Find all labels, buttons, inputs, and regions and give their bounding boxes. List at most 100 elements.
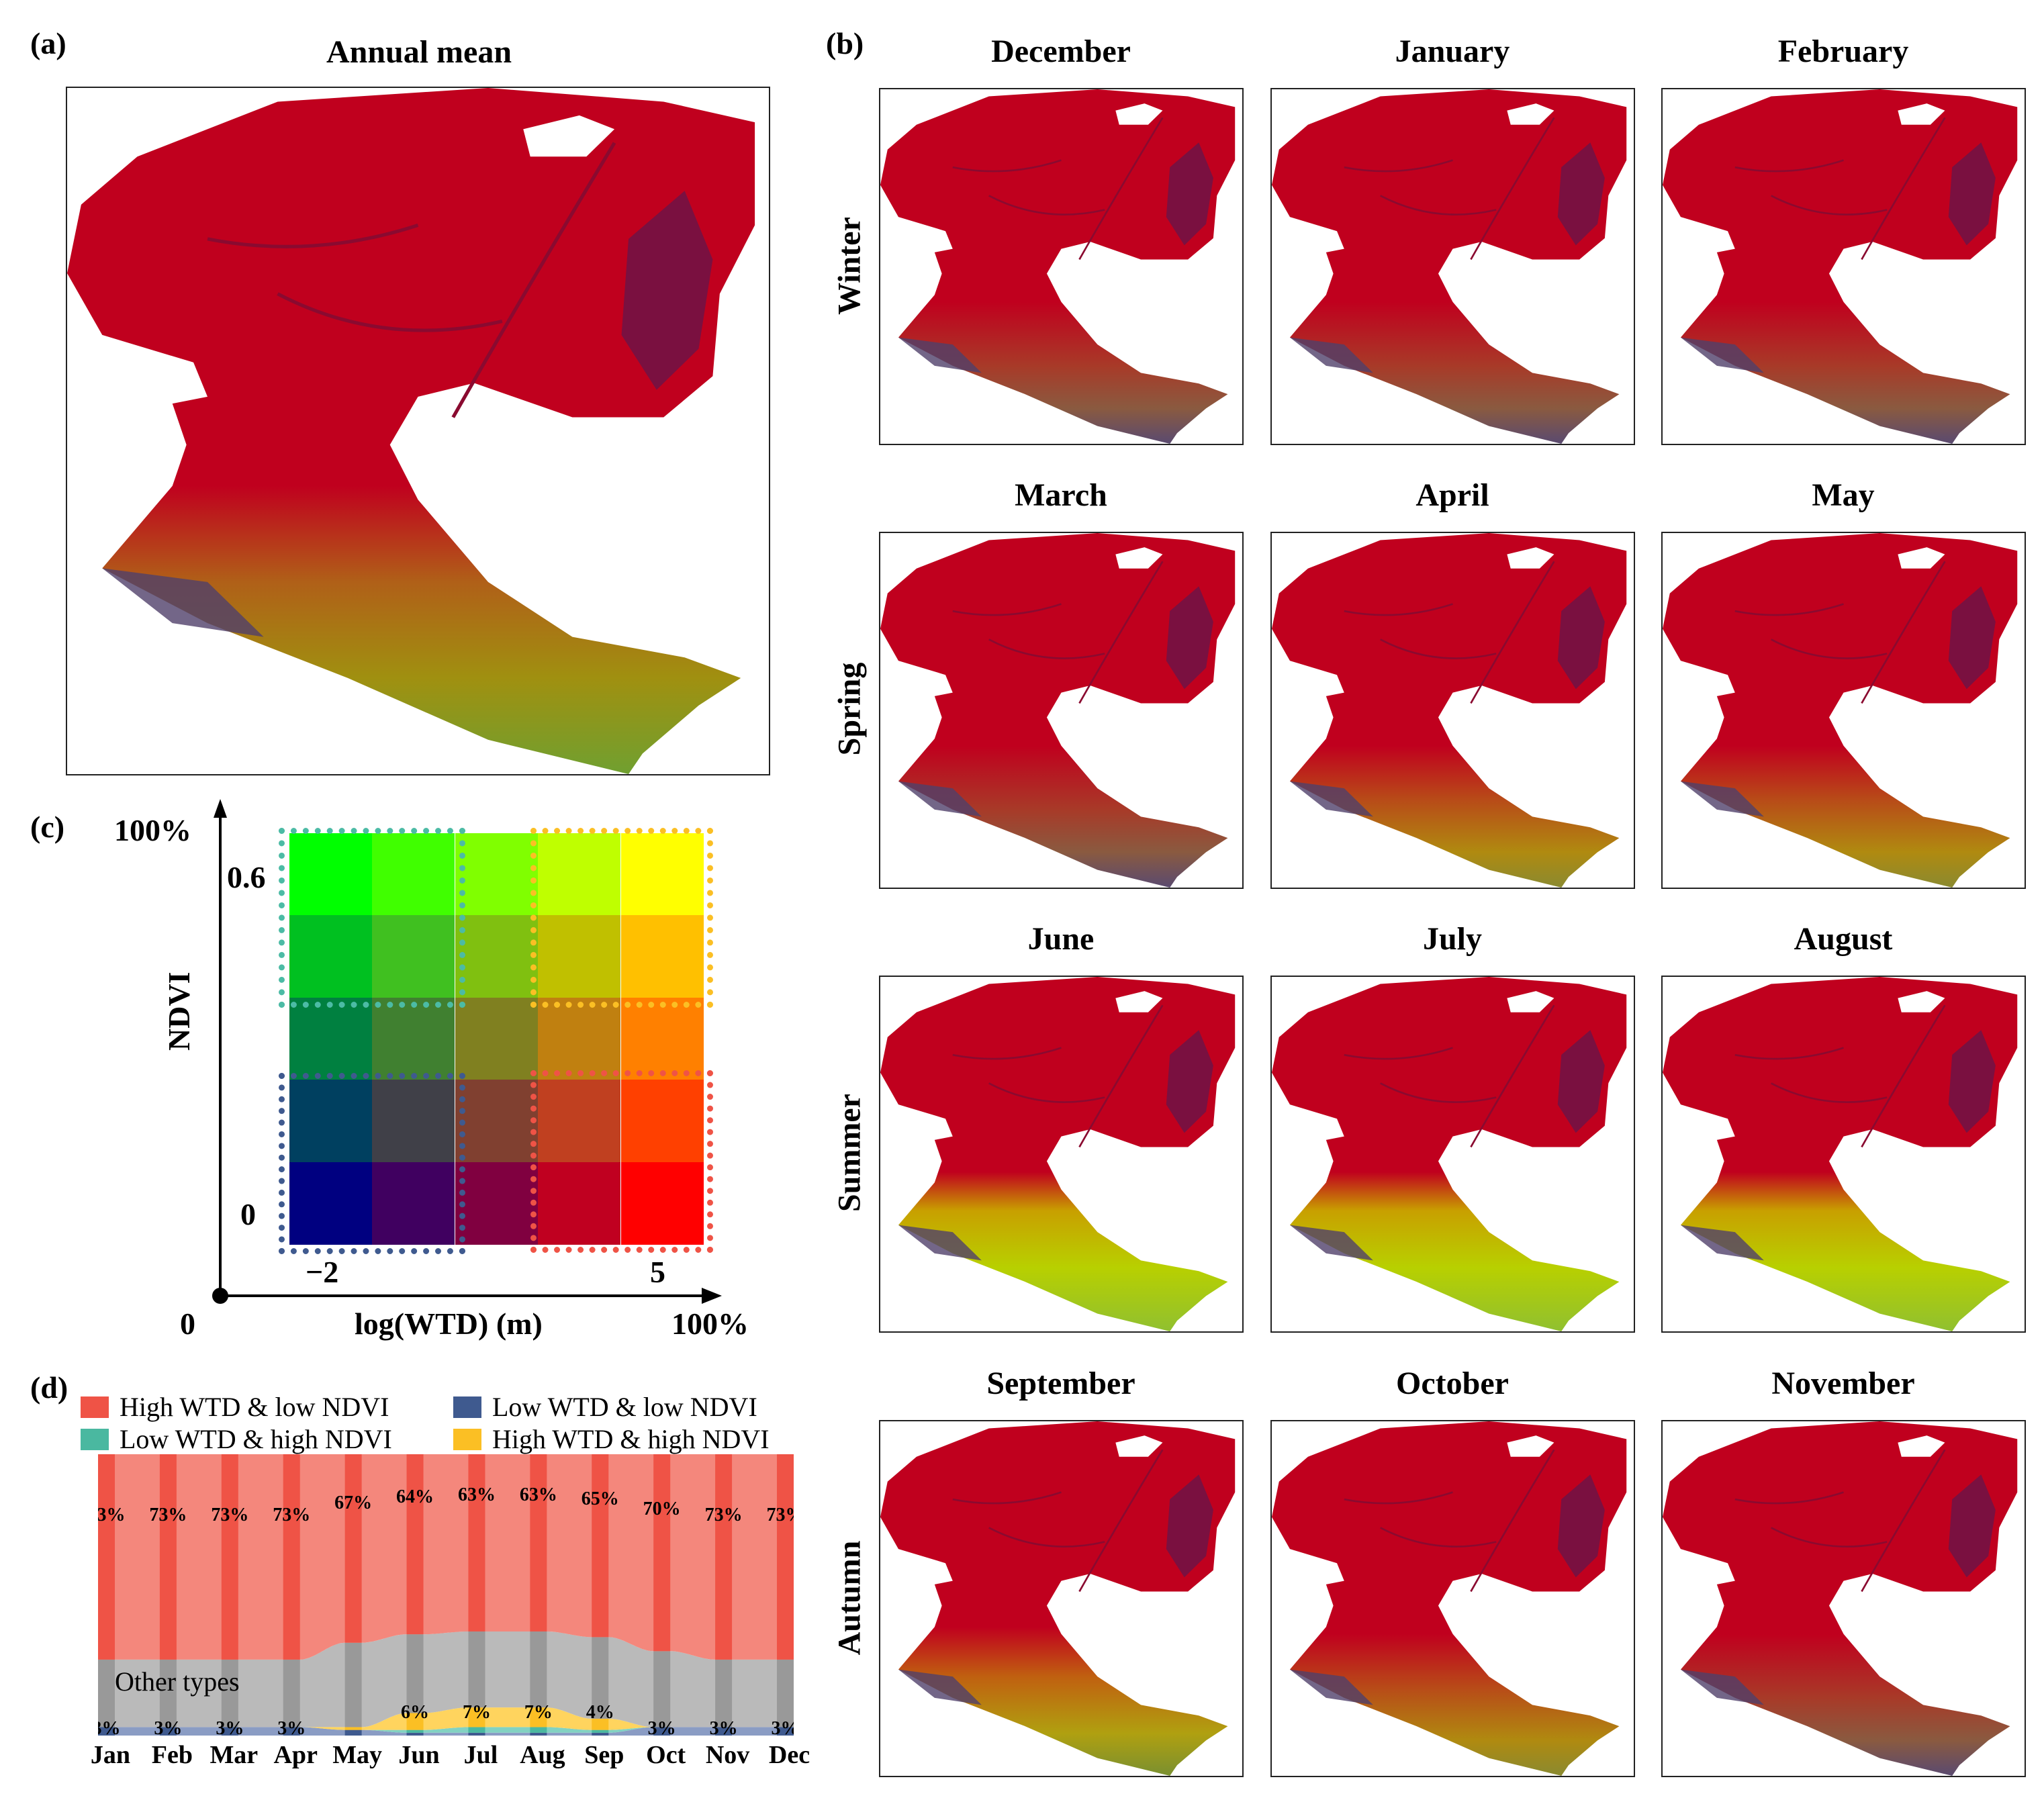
month-bar-segment xyxy=(592,1730,609,1733)
month-tick-label: Feb xyxy=(151,1741,193,1769)
month-bar-segment xyxy=(221,1727,238,1736)
month-bar-segment xyxy=(530,1707,547,1727)
month-bar-segment xyxy=(777,1659,794,1727)
legend-cell xyxy=(455,915,538,998)
month-bar-segment xyxy=(98,1659,115,1727)
legend-cell xyxy=(620,1162,704,1245)
month-map-title: August xyxy=(1794,921,1893,957)
month-map-title: February xyxy=(1777,34,1909,69)
bottom-value-label: 6% xyxy=(401,1702,429,1723)
top-value-label: 63% xyxy=(458,1484,496,1505)
month-map xyxy=(1270,976,1635,1333)
month-bar-segment xyxy=(406,1732,424,1736)
legend-swatch xyxy=(81,1428,109,1450)
area-high-wtd-high-ndvi xyxy=(98,1707,794,1730)
month-map xyxy=(1661,532,2026,889)
monthly-type-area-chart: 73% 73% 73% 73% 67% 64% 63% 63% 65% 70% 73% 73% 3% 3%… xyxy=(98,1454,794,1736)
month-bar-segment xyxy=(468,1727,485,1733)
month-bar-segment xyxy=(468,1732,485,1736)
month-bar-segment xyxy=(653,1454,671,1652)
month-bar-segment xyxy=(344,1642,362,1727)
legend-item: Low WTD & high NDVI xyxy=(81,1423,392,1455)
bottom-value-label: 3% xyxy=(154,1718,182,1736)
bottom-value-label: 3% xyxy=(277,1718,306,1736)
month-bar-segment xyxy=(592,1637,609,1719)
season-label: Winter xyxy=(831,217,868,315)
month-bar-segment xyxy=(715,1659,733,1727)
month-map-title: September xyxy=(986,1366,1135,1401)
season-label: Spring xyxy=(831,662,868,756)
month-bar-segment xyxy=(221,1659,238,1727)
y-max-label: 100% xyxy=(114,813,191,847)
annual-mean-map xyxy=(66,87,770,775)
month-bar-segment xyxy=(530,1631,547,1708)
month-bar-segment xyxy=(406,1454,424,1635)
high-wtd-low-ndvi-box xyxy=(530,1070,713,1253)
area-low-wtd-high-ndvi xyxy=(98,1727,794,1733)
panel-a-title: Annual mean xyxy=(326,34,512,70)
month-bar-segment xyxy=(159,1454,177,1660)
bottom-value-label: 3% xyxy=(772,1718,794,1736)
month-map xyxy=(879,976,1244,1333)
month-tick-label: Mar xyxy=(210,1741,259,1769)
legend-cell xyxy=(289,1080,372,1163)
month-bar-segment xyxy=(406,1713,424,1730)
low-wtd-high-ndvi-box xyxy=(279,828,465,1008)
legend-cell xyxy=(372,915,455,998)
month-bar-segment xyxy=(715,1727,733,1736)
month-bar-segment xyxy=(221,1454,238,1660)
legend-cell xyxy=(620,1080,704,1163)
month-tick-label: Sep xyxy=(584,1741,624,1769)
month-map-title: June xyxy=(1027,921,1095,957)
month-tick-label: Jun xyxy=(398,1741,440,1769)
month-bar-segment xyxy=(283,1727,300,1736)
y-axis-arrow-icon xyxy=(214,799,227,818)
month-bar-segment xyxy=(530,1454,547,1631)
season-label: Summer xyxy=(831,1094,868,1212)
month-tick-label: Jan xyxy=(90,1741,131,1769)
top-value-label: 73% xyxy=(98,1505,126,1525)
month-tick-label: Jul xyxy=(463,1741,498,1769)
legend-cell xyxy=(455,1080,538,1163)
month-bar-segment xyxy=(344,1727,362,1730)
month-map xyxy=(1270,1420,1635,1777)
low-wtd-low-ndvi-box xyxy=(279,1073,465,1254)
bottom-value-label: 7% xyxy=(463,1702,491,1723)
month-bar-segment xyxy=(98,1727,115,1736)
month-bar-segment xyxy=(344,1730,362,1736)
month-map xyxy=(1270,532,1635,889)
bottom-value-label: 3% xyxy=(98,1718,121,1736)
month-bar-segment xyxy=(406,1730,424,1733)
month-tick-label: Oct xyxy=(646,1741,686,1769)
legend-label: Low WTD & high NDVI xyxy=(120,1424,392,1454)
month-bar-segment xyxy=(592,1732,609,1736)
month-bar-segment xyxy=(715,1454,733,1660)
ndvi-tick-low: 0 xyxy=(240,1197,256,1231)
other-types-label: Other types xyxy=(115,1666,240,1697)
month-bar-segment xyxy=(530,1727,547,1733)
legend-cell xyxy=(289,915,372,998)
legend-cell xyxy=(372,1080,455,1163)
wtd-axis-label: log(WTD) (m) xyxy=(355,1307,543,1341)
month-map-title: July xyxy=(1422,921,1483,957)
month-bar-segment xyxy=(653,1727,671,1736)
month-map-title: December xyxy=(991,34,1131,69)
legend-cell xyxy=(538,915,621,998)
month-bar-segment xyxy=(406,1634,424,1713)
month-bar-segment xyxy=(283,1659,300,1727)
month-map-title: May xyxy=(1812,477,1875,513)
month-bar-segment xyxy=(653,1651,671,1727)
area-high-wtd-low-ndvi xyxy=(98,1454,794,1660)
month-bar-segment xyxy=(159,1659,177,1727)
legend-cell xyxy=(620,915,704,998)
month-bar-segment xyxy=(159,1727,177,1736)
bottom-value-label: 7% xyxy=(524,1702,553,1723)
legend-cell xyxy=(620,833,704,916)
legend-label: High WTD & high NDVI xyxy=(492,1424,770,1454)
legend-swatch xyxy=(81,1396,109,1418)
top-value-label: 65% xyxy=(582,1488,619,1509)
legend-cell xyxy=(538,833,621,916)
month-bar-segment xyxy=(777,1727,794,1736)
month-bar-segment xyxy=(777,1454,794,1660)
origin-dot xyxy=(212,1288,228,1304)
